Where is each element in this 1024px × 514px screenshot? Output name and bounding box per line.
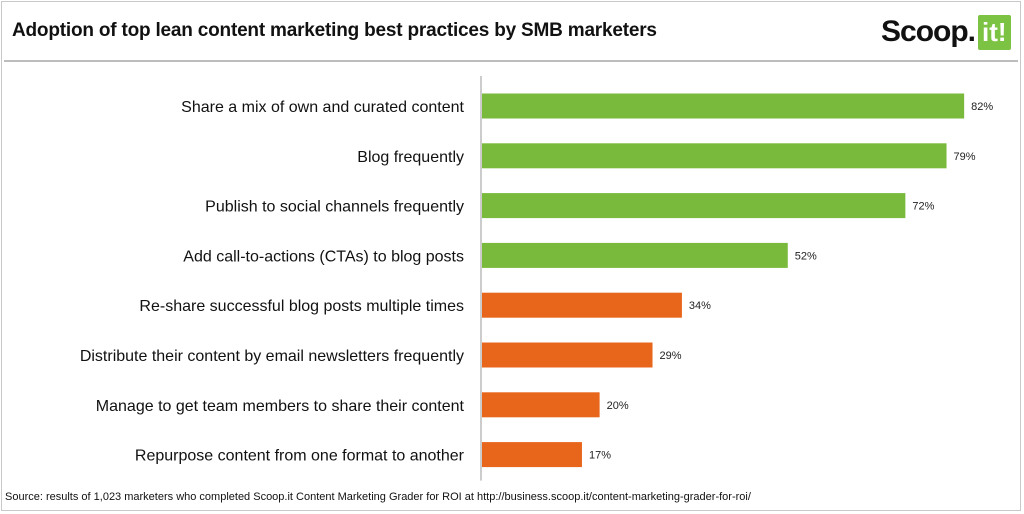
value-label: 52% [795, 250, 817, 262]
bar [482, 242, 788, 268]
value-label: 17% [589, 450, 611, 462]
bar [482, 392, 600, 418]
bar [482, 292, 682, 318]
value-label: 79% [954, 151, 976, 163]
bar-chart: Share a mix of own and curated content 82… [80, 76, 993, 481]
value-label: 20% [607, 400, 629, 412]
category-label: Blog frequently [357, 149, 464, 166]
logo-wordmark: Scoop. [881, 15, 976, 48]
bar [482, 93, 965, 119]
bar [482, 193, 906, 219]
category-label: Repurpose content from one format to ano… [135, 448, 465, 465]
bar [482, 442, 582, 468]
source-note: Source: results of 1,023 marketers who c… [5, 491, 751, 503]
bar [482, 342, 653, 368]
value-label: 72% [912, 201, 934, 213]
bars-layer: Share a mix of own and curated content 82… [80, 93, 993, 468]
chart-title: Adoption of top lean content marketing b… [12, 20, 657, 41]
category-label: Share a mix of own and curated content [181, 99, 464, 116]
value-label: 34% [689, 300, 711, 312]
logo-mark: it! [978, 14, 1011, 50]
category-label: Distribute their content by email newsle… [80, 348, 464, 365]
category-label: Manage to get team members to share thei… [96, 398, 465, 415]
bar [482, 143, 947, 169]
value-label: 82% [971, 101, 993, 113]
category-label: Publish to social channels frequently [205, 199, 464, 216]
header-divider [4, 60, 1018, 62]
scoopit-logo: Scoop. it! [881, 12, 1011, 52]
value-label: 29% [660, 350, 682, 362]
category-label: Re-share successful blog posts multiple … [139, 298, 464, 315]
category-label: Add call-to-actions (CTAs) to blog posts [183, 248, 464, 265]
